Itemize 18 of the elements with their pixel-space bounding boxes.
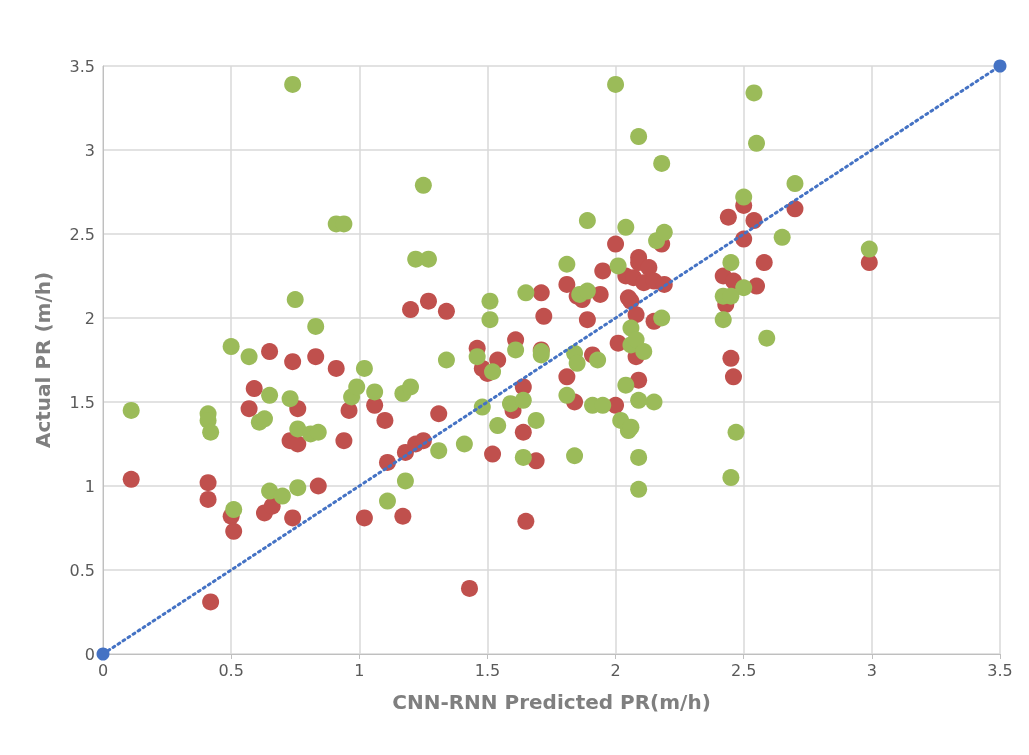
x-tick-label: 0 xyxy=(97,660,109,680)
y-tick-label: 0.5 xyxy=(69,560,95,580)
x-tick-label: 3 xyxy=(866,660,877,680)
x-tick-label: 1.5 xyxy=(474,660,501,680)
y-tick-label: 2.5 xyxy=(69,224,95,244)
x-tick-label: 2 xyxy=(610,660,621,680)
y-tick-label: 2 xyxy=(84,308,95,328)
x-tick-label: 0.5 xyxy=(218,660,244,680)
x-axis-title: CNN-RNN Predicted PR(m/h) xyxy=(392,690,711,714)
y-tick-label: 3 xyxy=(84,140,95,160)
y-tick-label: 1.5 xyxy=(69,392,95,412)
x-tick-label: 2.5 xyxy=(730,660,757,680)
y-tick-label: 0 xyxy=(84,644,95,664)
x-tick-label: 3.5 xyxy=(987,660,1013,680)
x-tick-label: 1 xyxy=(354,660,365,680)
y-tick-label: 1 xyxy=(84,476,95,496)
y-axis-title: Actual PR (m/h) xyxy=(31,271,55,449)
y-tick-label: 3.5 xyxy=(69,56,95,76)
